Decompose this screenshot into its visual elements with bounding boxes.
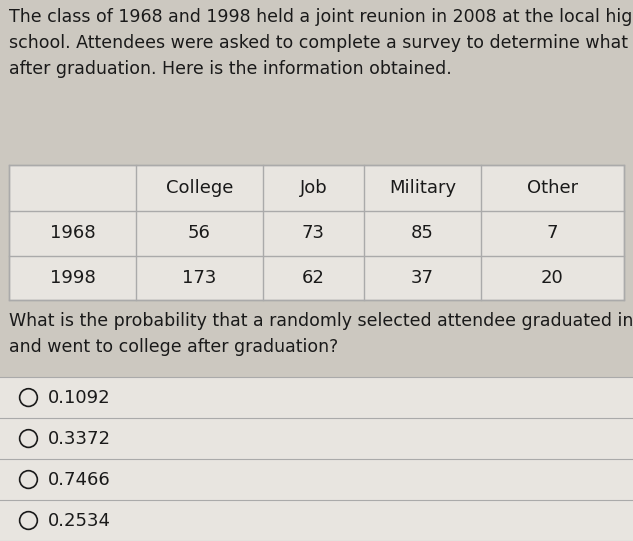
FancyBboxPatch shape [9,165,624,300]
Text: 20: 20 [541,269,563,287]
Text: College: College [166,179,233,197]
FancyBboxPatch shape [0,377,633,541]
Text: 1968: 1968 [50,225,96,242]
Text: 56: 56 [188,225,211,242]
Text: Military: Military [389,179,456,197]
Text: 62: 62 [302,269,325,287]
Text: Other: Other [527,179,578,197]
Text: 0.2534: 0.2534 [47,511,111,530]
Text: Job: Job [299,179,327,197]
Text: 1998: 1998 [50,269,96,287]
Text: 7: 7 [546,225,558,242]
Text: The class of 1968 and 1998 held a joint reunion in 2008 at the local high
school: The class of 1968 and 1998 held a joint … [9,8,633,77]
Text: 37: 37 [411,269,434,287]
Text: 0.3372: 0.3372 [47,430,111,447]
Text: 173: 173 [182,269,216,287]
Text: 85: 85 [411,225,434,242]
Text: 0.7466: 0.7466 [47,471,110,489]
Text: 0.1092: 0.1092 [47,388,110,407]
Text: What is the probability that a randomly selected attendee graduated in 1968
and : What is the probability that a randomly … [9,312,633,356]
Text: 73: 73 [302,225,325,242]
